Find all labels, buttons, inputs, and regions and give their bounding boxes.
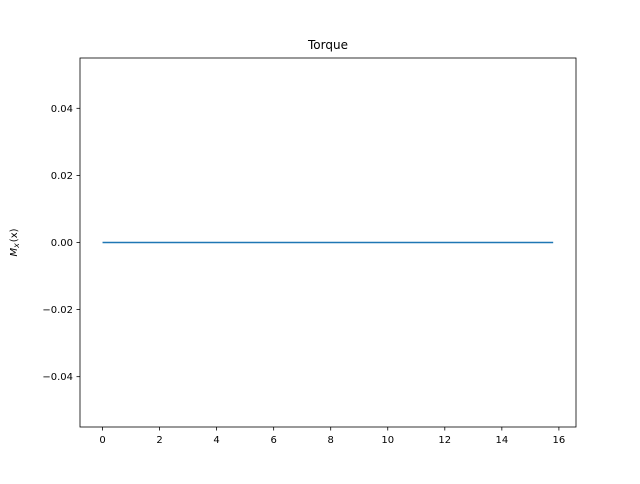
x-axis-ticks: 0 2 4 6 8 10 12 14 16 bbox=[99, 427, 565, 446]
x-tick-label: 0 bbox=[99, 435, 105, 446]
y-axis-label: Mx(x) bbox=[9, 228, 21, 256]
y-axis-label-main: M bbox=[9, 248, 20, 257]
y-tick-label: 0.04 bbox=[51, 104, 73, 115]
x-tick-label: 4 bbox=[213, 435, 219, 446]
y-tick-label: −0.04 bbox=[42, 372, 73, 383]
y-tick-label: −0.02 bbox=[42, 305, 73, 316]
x-tick-label: 6 bbox=[270, 435, 276, 446]
y-tick-label: 0.00 bbox=[51, 238, 73, 249]
y-tick-label: 0.02 bbox=[51, 171, 73, 182]
x-tick-label: 14 bbox=[495, 435, 508, 446]
x-tick-label: 12 bbox=[438, 435, 451, 446]
y-axis-label-subscript: x bbox=[12, 243, 21, 249]
x-tick-label: 10 bbox=[381, 435, 394, 446]
x-tick-label: 2 bbox=[156, 435, 162, 446]
chart-title: Torque bbox=[307, 38, 348, 52]
y-axis-ticks: −0.04 −0.02 0.00 0.02 0.04 bbox=[42, 104, 80, 383]
x-tick-label: 8 bbox=[328, 435, 334, 446]
y-axis-label-tail: (x) bbox=[9, 228, 20, 242]
x-tick-label: 16 bbox=[553, 435, 566, 446]
